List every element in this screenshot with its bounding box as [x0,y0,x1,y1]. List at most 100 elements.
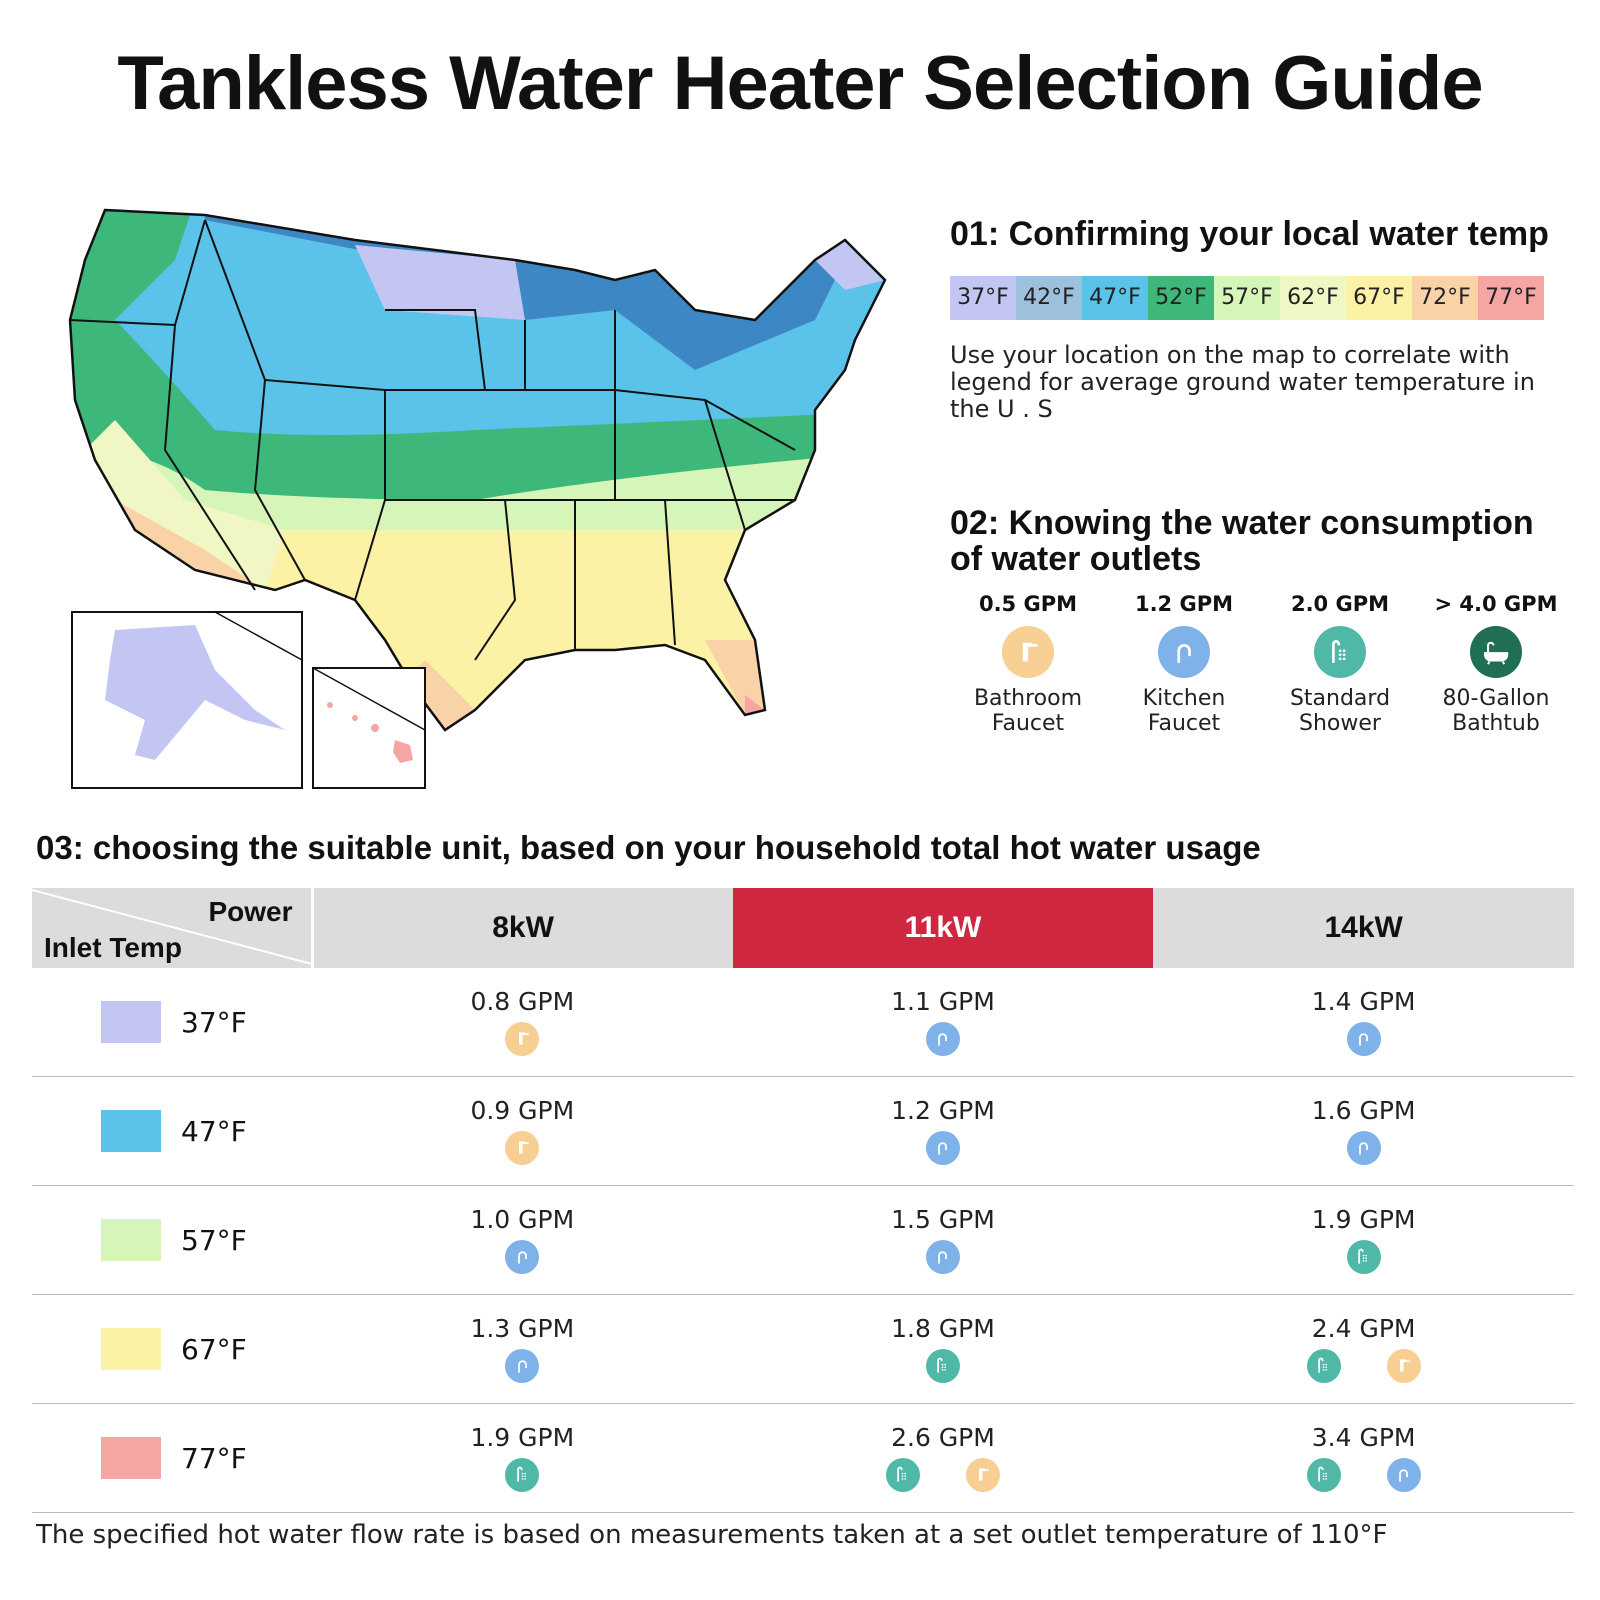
flow-cell: 1.8 GPM [732,1294,1154,1404]
kitchen-faucet-icon [505,1240,540,1274]
outlet-name: Kitchen Faucet [1142,686,1226,736]
selection-table: Power Inlet Temp 8kW 11kW 14kW 37°F 0.8 G… [32,888,1574,1513]
temp-swatch [101,1328,161,1370]
inlet-temp-cell: 37°F [32,968,312,1077]
temp-swatch [101,1219,161,1261]
outlet-item: 0.5 GPM Bathroom Faucet [950,592,1106,736]
bathroom-faucet-icon [505,1022,540,1056]
table-corner: Power Inlet Temp [32,888,314,968]
legend-swatch: 67°F [1346,276,1412,320]
inlet-temp-cell: 57°F [32,1185,312,1295]
flow-cell: 2.4 GPM [1153,1294,1574,1404]
flow-cell: 0.9 GPM [312,1076,733,1186]
shower-icon [1306,1458,1341,1492]
inlet-temp-cell: 77°F [32,1403,312,1513]
outlet-name: Bathroom Faucet [973,686,1083,736]
flow-cell: 1.5 GPM [732,1185,1154,1295]
column-11kw: 11kW [732,888,1154,968]
flow-cell: 1.4 GPM [1153,968,1574,1077]
shower-icon [925,1349,960,1383]
flow-cell: 1.9 GPM [312,1403,733,1513]
bathtub-icon [1470,626,1522,678]
flow-value: 0.8 GPM [470,987,575,1016]
legend-swatch: 47°F [1082,276,1148,320]
outlet-item: 1.2 GPM Kitchen Faucet [1106,592,1262,736]
temp-swatch [101,1437,161,1479]
us-groundwater-temperature-map [68,208,887,789]
kitchen-faucet-icon [925,1240,960,1274]
kitchen-faucet-icon [1158,626,1210,678]
page-title: Tankless Water Heater Selection Guide [117,41,1483,126]
column-8kw: 8kW [312,888,733,968]
corner-inlet-label: Inlet Temp [44,932,182,963]
flow-cell: 1.1 GPM [732,968,1154,1077]
outlet-gpm: > 4.0 GPM [1434,592,1558,616]
flow-value: 3.4 GPM [1311,1423,1416,1452]
bathroom-faucet-icon [505,1131,540,1165]
bathroom-faucet-icon [1386,1349,1421,1383]
outlet-gpm: 0.5 GPM [978,592,1078,616]
flow-value: 1.9 GPM [1311,1205,1416,1234]
bathroom-faucet-icon [965,1458,1000,1492]
outlet-item: > 4.0 GPM 80-Gallon Bathtub [1418,592,1574,736]
temp-label: 57°F [181,1223,247,1257]
flow-value: 1.8 GPM [891,1314,995,1343]
legend-swatch: 42°F [1016,276,1082,320]
outlet-name: 80-Gallon Bathtub [1442,686,1550,736]
flow-value: 1.2 GPM [891,1096,995,1125]
column-14kw: 14kW [1153,888,1574,968]
corner-power-label: Power [208,896,293,927]
temp-label: 67°F [181,1332,247,1366]
flow-value: 0.9 GPM [470,1096,575,1125]
outlet-list: 0.5 GPM Bathroom Faucet 1.2 GPM Kitchen Fau… [950,592,1574,736]
shower-icon [505,1458,540,1492]
outlet-gpm: 1.2 GPM [1134,592,1234,616]
flow-value: 1.5 GPM [891,1205,995,1234]
temp-label: 77°F [181,1441,247,1475]
table-row: 37°F 0.8 GPM 1.1 GPM 1.4 GPM [32,968,1574,1077]
shower-icon [885,1458,920,1492]
outlet-item: 2.0 GPM Standard Shower [1262,592,1418,736]
outlet-name: Standard Shower [1289,686,1391,736]
legend-description: Use your location on the map to correlat… [950,341,1535,423]
flow-value: 1.4 GPM [1311,987,1416,1016]
bathroom-faucet-icon [1002,626,1054,678]
kitchen-faucet-icon [1346,1022,1381,1056]
temp-label: 47°F [181,1114,247,1148]
flow-cell: 3.4 GPM [1153,1403,1574,1513]
temp-swatch [101,1110,161,1152]
section2-heading: 02: Knowing the water consumption of wat… [950,504,1534,578]
legend-swatch: 72°F [1412,276,1478,320]
table-row: 77°F 1.9 GPM 2.6 GPM 3.4 GPM [32,1403,1574,1513]
temp-label: 37°F [181,1005,247,1039]
flow-value: 2.4 GPM [1311,1314,1416,1343]
kitchen-faucet-icon [505,1349,540,1383]
temp-swatch [101,1001,161,1043]
flow-value: 1.6 GPM [1311,1096,1416,1125]
table-row: 67°F 1.3 GPM 1.8 GPM 2.4 GPM [32,1294,1574,1404]
legend-swatch: 37°F [950,276,1016,320]
table-row: 57°F 1.0 GPM 1.5 GPM 1.9 GPM [32,1185,1574,1295]
flow-cell: 1.0 GPM [312,1185,733,1295]
kitchen-faucet-icon [1386,1458,1421,1492]
legend-swatch: 52°F [1148,276,1214,320]
legend-swatch: 77°F [1478,276,1544,320]
flow-value: 1.0 GPM [470,1205,575,1234]
flow-value: 1.9 GPM [470,1423,575,1452]
flow-value: 2.6 GPM [891,1423,995,1452]
inlet-temp-cell: 47°F [32,1076,312,1186]
inlet-temp-cell: 67°F [32,1294,312,1404]
flow-cell: 1.3 GPM [312,1294,733,1404]
flow-cell: 2.6 GPM [732,1403,1154,1513]
flow-cell: 0.8 GPM [312,968,733,1077]
flow-cell: 1.6 GPM [1153,1076,1574,1186]
legend-swatch: 57°F [1214,276,1280,320]
footnote: The specified hot water flow rate is bas… [36,1520,1388,1550]
shower-icon [1306,1349,1341,1383]
temperature-legend: 37°F 42°F 47°F 52°F 57°F 62°F 67°F 72°F 77°F [950,276,1544,320]
kitchen-faucet-icon [925,1131,960,1165]
section1-heading: 01: Confirming your local water temp [950,215,1549,253]
kitchen-faucet-icon [925,1022,960,1056]
flow-cell: 1.9 GPM [1153,1185,1574,1295]
kitchen-faucet-icon [1346,1131,1381,1165]
